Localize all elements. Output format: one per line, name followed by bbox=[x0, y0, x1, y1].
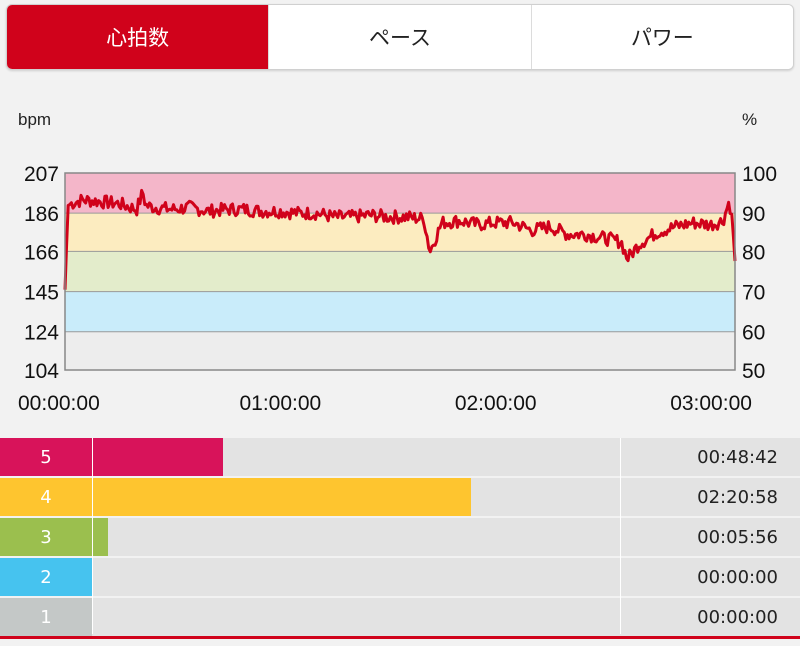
y-tick-left: 145 bbox=[24, 282, 59, 305]
y-tick-left: 186 bbox=[24, 203, 59, 226]
zone-band bbox=[65, 331, 735, 370]
y-tick-left: 207 bbox=[24, 163, 59, 186]
zone-time: 00:05:56 bbox=[697, 526, 778, 548]
zone-bar bbox=[92, 518, 108, 556]
zone-row-5: 5 00:48:42 bbox=[0, 438, 800, 476]
tab-pace[interactable]: ペース bbox=[268, 5, 531, 69]
y-tick-right: 80 bbox=[742, 241, 765, 264]
heart-rate-series-line bbox=[63, 188, 737, 290]
zone-divider bbox=[620, 438, 621, 634]
x-tick: 00:00:00 bbox=[18, 392, 100, 415]
x-tick: 03:00:00 bbox=[670, 392, 752, 415]
y-tick-left: 166 bbox=[24, 241, 59, 264]
zone-band bbox=[65, 291, 735, 332]
zone-label: 5 bbox=[0, 438, 92, 476]
y-tick-right: 70 bbox=[742, 282, 765, 305]
zone-time: 00:00:00 bbox=[697, 606, 778, 628]
x-tick: 02:00:00 bbox=[455, 392, 537, 415]
x-tick: 01:00:00 bbox=[239, 392, 321, 415]
zone-row-2: 2 00:00:00 bbox=[0, 558, 800, 596]
metric-tabs: 心拍数 ペース パワー bbox=[6, 4, 794, 70]
zone-label: 4 bbox=[0, 478, 92, 516]
y-tick-right: 100 bbox=[742, 163, 777, 186]
tab-power[interactable]: パワー bbox=[530, 5, 793, 69]
zone-bar bbox=[92, 478, 471, 516]
zone-label: 3 bbox=[0, 518, 92, 556]
zone-time: 00:00:00 bbox=[697, 566, 778, 588]
zone-band bbox=[65, 173, 735, 214]
zone-label: 2 bbox=[0, 558, 92, 596]
zone-time: 02:20:58 bbox=[697, 486, 778, 508]
y-tick-right: 60 bbox=[742, 322, 765, 345]
y-tick-right: 50 bbox=[742, 360, 765, 383]
zone-divider bbox=[92, 438, 93, 634]
right-axis-label: % bbox=[742, 110, 757, 129]
left-axis-label: bpm bbox=[18, 110, 51, 129]
zone-row-4: 4 02:20:58 bbox=[0, 478, 800, 516]
tab-heart-rate[interactable]: 心拍数 bbox=[7, 5, 269, 69]
zone-row-1: 1 00:00:00 bbox=[0, 598, 800, 636]
bottom-accent-line bbox=[0, 636, 800, 639]
zone-time: 00:48:42 bbox=[697, 446, 778, 468]
zone-label: 1 bbox=[0, 598, 92, 636]
zone-row-3: 3 00:05:56 bbox=[0, 518, 800, 556]
y-tick-left: 104 bbox=[24, 360, 59, 383]
y-tick-right: 90 bbox=[742, 203, 765, 226]
zone-summary: 5 00:48:42 4 02:20:58 3 00:05:56 2 00:00… bbox=[0, 438, 800, 638]
y-tick-left: 124 bbox=[24, 322, 59, 345]
zone-band bbox=[65, 251, 735, 292]
heart-rate-chart: bpm % 207 186 166 145 124 104 100 90 80 70 60 50 0… bbox=[18, 110, 777, 415]
zone-bar bbox=[92, 438, 223, 476]
